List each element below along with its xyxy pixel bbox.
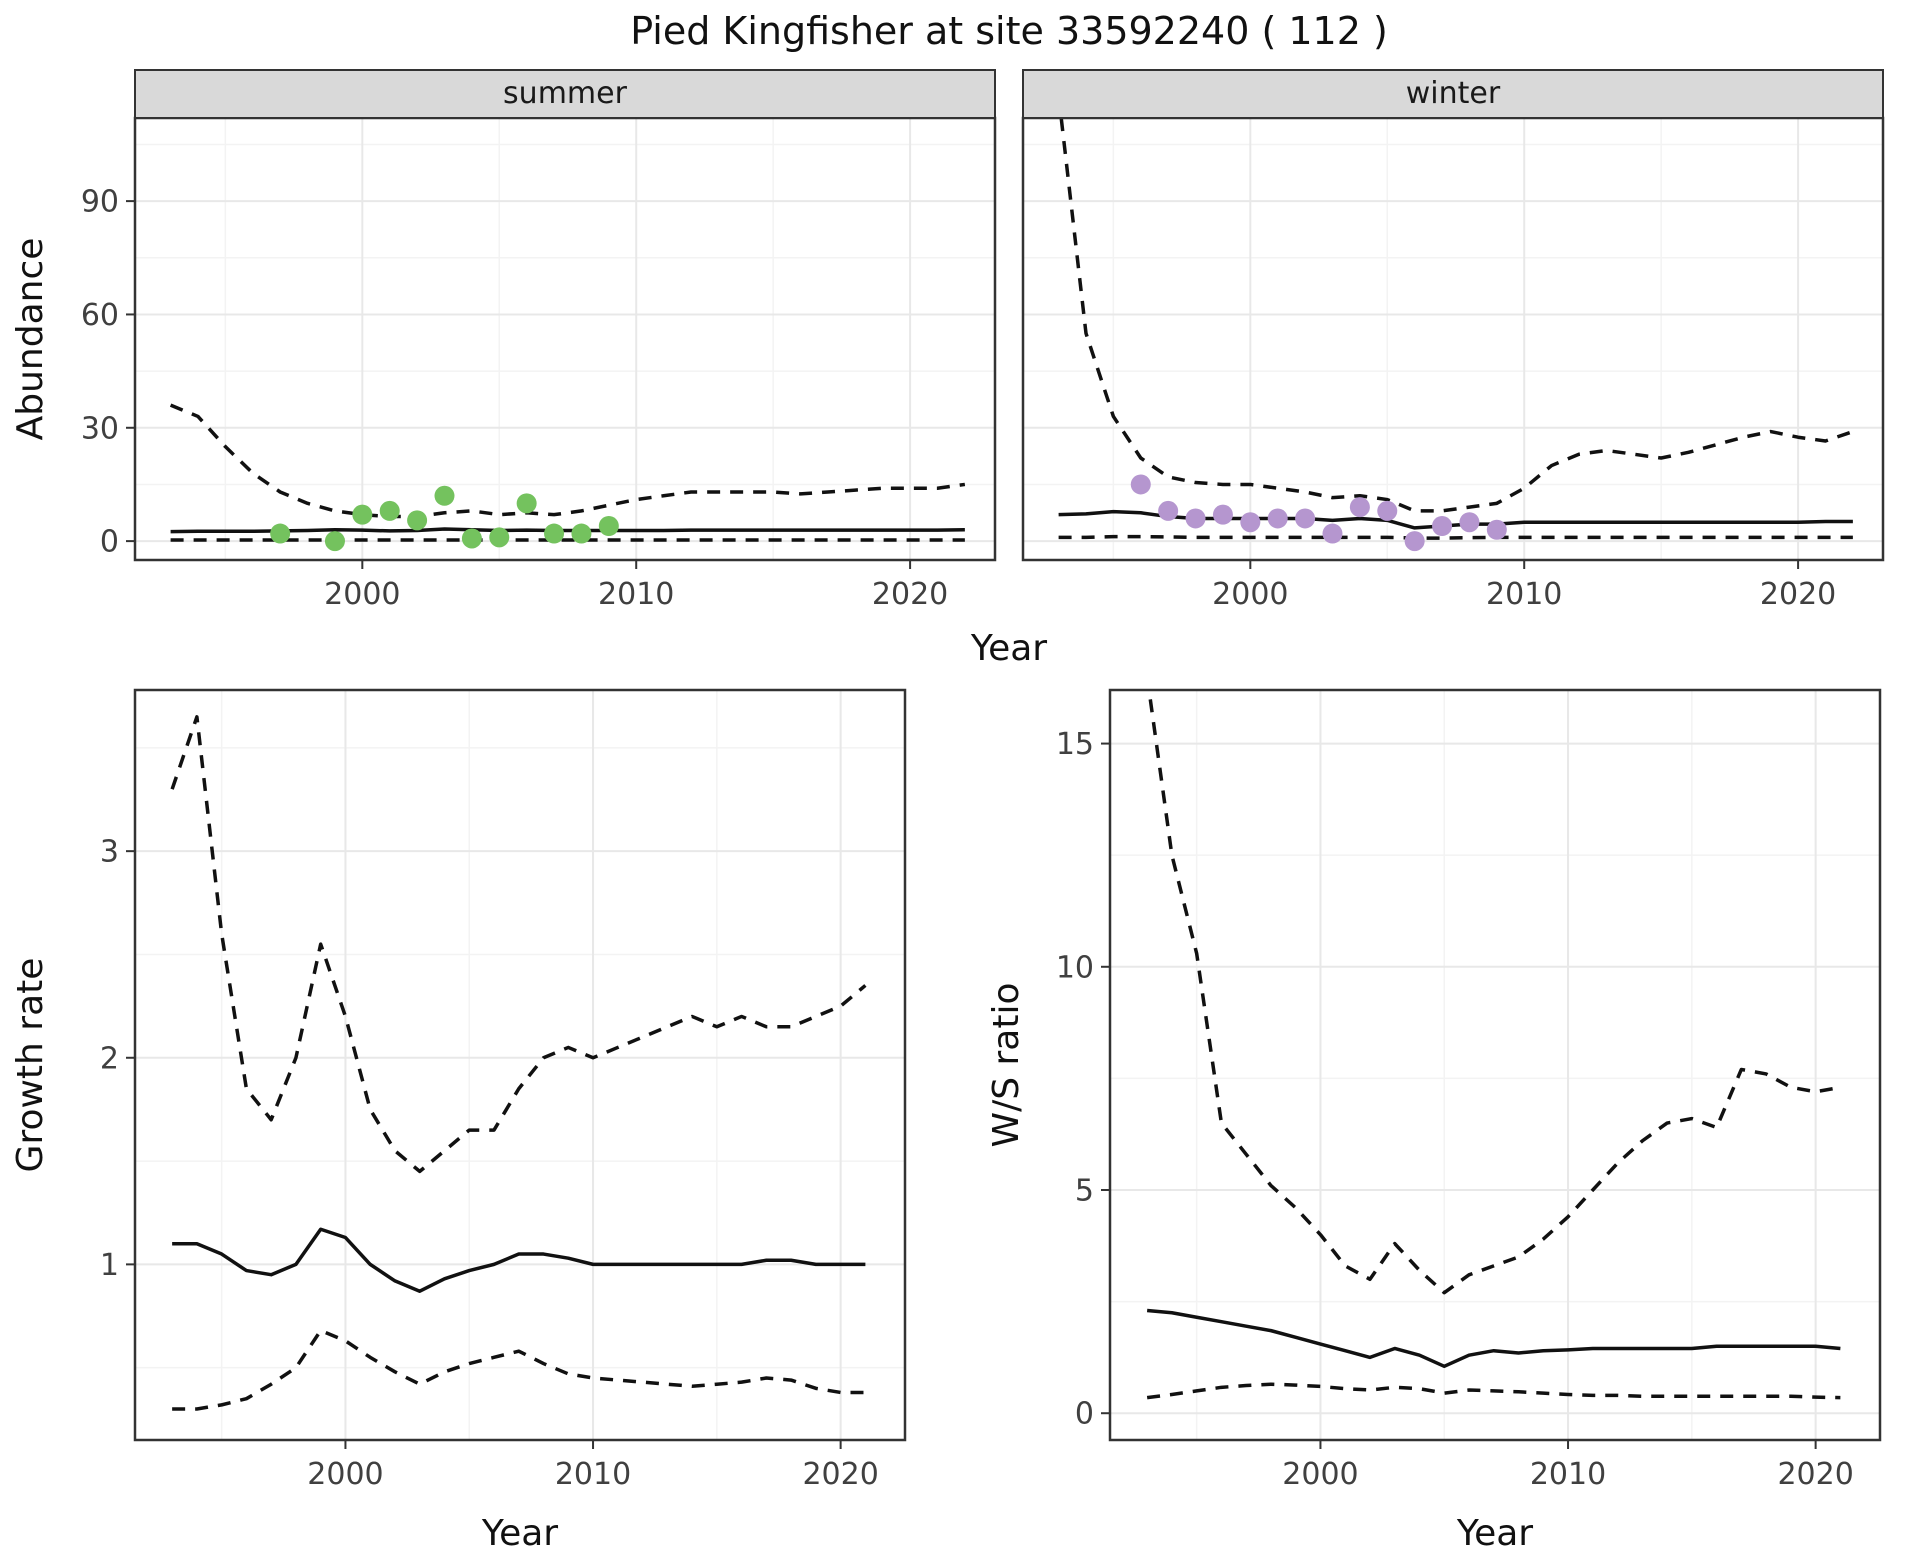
y-tick-label: 3 [100, 835, 119, 870]
facet-strip-winter-background [1022, 69, 1884, 119]
panel-background [1023, 118, 1883, 560]
observation-point [571, 523, 592, 544]
x-tick-label: 2000 [1212, 577, 1288, 612]
observation-point [1212, 504, 1233, 525]
observation-point [324, 531, 345, 552]
x-tick-label: 2000 [307, 1457, 383, 1492]
lower-ci-line [1058, 534, 1853, 540]
panel-abundance-winter: 2000 2010 2020 [1021, 116, 1885, 612]
panel-abundance-summer: 2000 2010 2020 0 30 60 90 [81, 116, 997, 612]
observation-point [1349, 497, 1370, 518]
facet-strip-winter-label: winter [1406, 76, 1501, 111]
upper-ci-line [170, 715, 867, 1174]
observation-point [434, 485, 455, 506]
observation-point [461, 528, 482, 549]
summer-observations [270, 485, 619, 552]
data-layer [1146, 690, 1841, 1400]
x-tick-label: 2020 [1760, 577, 1836, 612]
y-tick-label: 0 [100, 525, 119, 560]
observation-point [1459, 512, 1480, 533]
growth-y-axis-label: Growth rate [10, 958, 51, 1173]
x-tick-label: 2020 [872, 577, 948, 612]
data-layer [170, 715, 867, 1411]
ratio-x-axis-label: Year [1456, 1513, 1533, 1554]
data-layer [169, 403, 966, 552]
observation-point [598, 516, 619, 536]
median-line [1146, 1308, 1841, 1369]
axis-ticks: 2000 2010 2020 [1212, 560, 1836, 612]
x-tick-label: 2010 [598, 577, 674, 612]
growth-x-axis-label: Year [481, 1513, 558, 1554]
observation-point [516, 493, 537, 514]
observation-point [1295, 508, 1316, 529]
observation-point [1432, 516, 1453, 536]
y-tick-label: 60 [81, 298, 119, 333]
observation-point [544, 523, 565, 544]
data-layer [1058, 118, 1854, 552]
observation-point [1130, 474, 1151, 495]
facet-strip-summer-background [134, 69, 996, 119]
y-tick-label: 1 [100, 1248, 119, 1283]
upper-ci-line [1059, 118, 1854, 513]
panel-border [133, 688, 907, 1442]
axis-ticks: 2000 2010 2020 0 30 60 90 [81, 185, 948, 612]
observation-point [1185, 508, 1206, 529]
y-tick-label: 10 [1056, 950, 1094, 985]
top-x-axis-label: Year [970, 628, 1047, 669]
upper-ci-line [169, 403, 966, 519]
x-tick-label: 2020 [802, 1457, 878, 1492]
axis-ticks: 2000 2010 2020 1 2 3 [100, 835, 879, 1492]
gridlines [135, 690, 905, 1440]
lower-ci-line [172, 1328, 866, 1411]
observation-point [1240, 512, 1261, 533]
panel-growth-rate: 2000 2010 2020 1 2 3 [100, 688, 907, 1492]
median-line [172, 1227, 866, 1293]
observation-point [379, 500, 400, 521]
x-tick-label: 2000 [324, 577, 400, 612]
observation-point [270, 523, 291, 544]
panel-background [135, 118, 995, 560]
panel-background [1110, 690, 1880, 1440]
observation-point [407, 510, 428, 531]
axis-ticks: 2000 2010 2020 0 5 10 15 [1056, 727, 1854, 1492]
facet-strip-summer-label: summer [503, 76, 628, 111]
abundance-y-axis-label: Abundance [10, 238, 51, 441]
gridlines [1110, 690, 1880, 1440]
ratio-y-axis-label: W/S ratio [986, 982, 1027, 1147]
x-tick-label: 2020 [1777, 1457, 1853, 1492]
observation-point [1158, 500, 1179, 521]
y-tick-label: 15 [1056, 727, 1094, 762]
upper-ci-line [1147, 690, 1841, 1295]
panel-background [135, 690, 905, 1440]
x-tick-label: 2010 [555, 1457, 631, 1492]
observation-point [1486, 519, 1507, 540]
figure-title: Pied Kingfisher at site 33592240 ( 112 ) [630, 9, 1388, 53]
y-tick-label: 0 [1075, 1397, 1094, 1432]
observation-point [489, 527, 510, 548]
y-tick-label: 5 [1075, 1174, 1094, 1209]
median-line [170, 527, 965, 534]
x-tick-label: 2010 [1530, 1457, 1606, 1492]
observation-point [1404, 531, 1425, 552]
x-tick-label: 2010 [1486, 577, 1562, 612]
panel-ws-ratio: 2000 2010 2020 0 5 10 15 [1056, 688, 1882, 1492]
observation-point [1267, 508, 1288, 529]
lower-ci-line [1146, 1382, 1841, 1400]
y-tick-label: 90 [81, 185, 119, 220]
panel-border [1108, 688, 1882, 1442]
facet-strip-summer: summer [134, 69, 996, 119]
gridlines [1023, 118, 1883, 560]
y-tick-label: 30 [81, 411, 119, 446]
facet-strip-winter: winter [1022, 69, 1884, 119]
observation-point [352, 504, 373, 525]
x-tick-label: 2000 [1282, 1457, 1358, 1492]
y-tick-label: 2 [100, 1041, 119, 1076]
observation-point [1377, 500, 1398, 521]
observation-point [1322, 523, 1343, 544]
winter-observations [1130, 474, 1507, 552]
